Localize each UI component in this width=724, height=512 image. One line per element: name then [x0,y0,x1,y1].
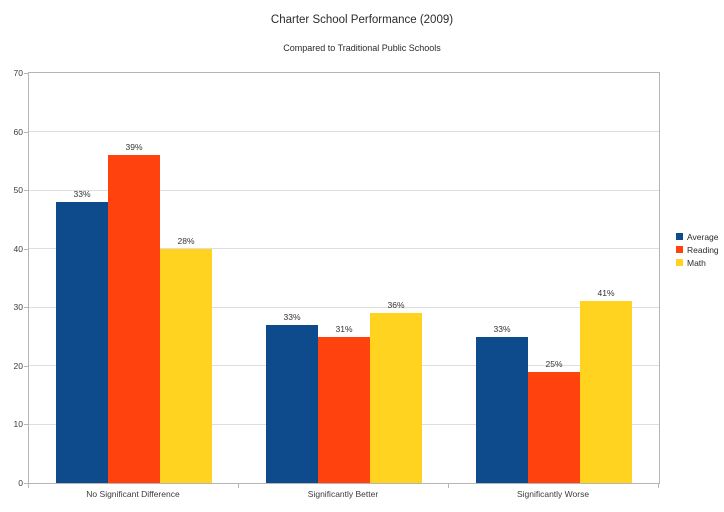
gridline-50 [29,189,659,191]
y-axis-tick-10 [24,424,28,426]
y-axis-label-30: 30 [13,302,23,313]
y-axis-tick-30 [24,307,28,309]
bar-label-average-0: 33% [73,188,91,199]
legend-item-reading: Reading [676,243,719,256]
bar-label-reading-1: 31% [335,323,353,334]
gridline-40 [29,248,659,250]
y-axis-tick-40 [24,248,28,250]
bar-reading-2 [528,371,580,483]
x-axis-tick-0 [28,483,29,488]
bar-label-math-1: 36% [387,300,405,311]
bar-average-1 [266,324,318,483]
x-axis-label-1: Significantly Better [307,489,379,499]
legend-label-math: Math [687,257,706,268]
legend: Average Reading Math [676,230,719,269]
bar-label-reading-0: 39% [125,142,143,152]
y-axis-label-60: 60 [13,126,23,137]
bar-reading-0 [108,155,160,483]
y-axis-label-0: 0 [18,478,23,488]
legend-item-average: Average [676,230,719,243]
gridline-30 [29,306,659,308]
x-axis-label-0: No Significant Difference [86,489,180,499]
y-axis-label-40: 40 [13,243,23,254]
x-axis-tick-2 [448,483,449,488]
bar-average-0 [56,201,108,483]
x-axis-tick-1 [238,483,239,488]
chart-subtitle: Compared to Traditional Public Schools [283,43,441,53]
x-axis-label-2: Significantly Worse [516,489,590,499]
bar-label-math-0: 28% [177,235,195,246]
x-axis-tick-3 [658,483,659,488]
bar-reading-1 [318,336,370,483]
bar-label-average-2: 33% [493,323,511,334]
bar-math-2 [580,301,632,483]
gridline-60 [29,131,659,133]
bar-label-average-1: 33% [283,311,301,322]
chart-title: Charter School Performance (2009) [270,14,454,26]
y-axis-tick-20 [24,365,28,367]
y-axis-label-50: 50 [13,185,23,196]
bar-average-2 [476,336,528,483]
bar-label-math-2: 41% [597,288,615,299]
plot-area: 33% 39% 28% 33% 31% 36% 33% 25% 41% [28,72,660,484]
y-axis-label-70: 70 [13,68,23,78]
bar-math-0 [160,248,212,483]
y-axis-tick-60 [24,131,28,133]
bar-math-1 [370,313,422,483]
bar-label-reading-2: 25% [545,358,563,369]
legend-label-average: Average [687,231,719,242]
y-axis-label-20: 20 [13,360,23,371]
y-axis-tick-70 [24,73,28,74]
legend-swatch-average [676,233,683,240]
legend-item-math: Math [676,256,719,269]
y-axis-tick-50 [24,190,28,192]
legend-label-reading: Reading [687,244,719,255]
y-axis-tick-0 [24,483,28,484]
legend-swatch-math [676,259,683,266]
y-axis-label-10: 10 [13,419,23,430]
legend-swatch-reading [676,246,683,253]
